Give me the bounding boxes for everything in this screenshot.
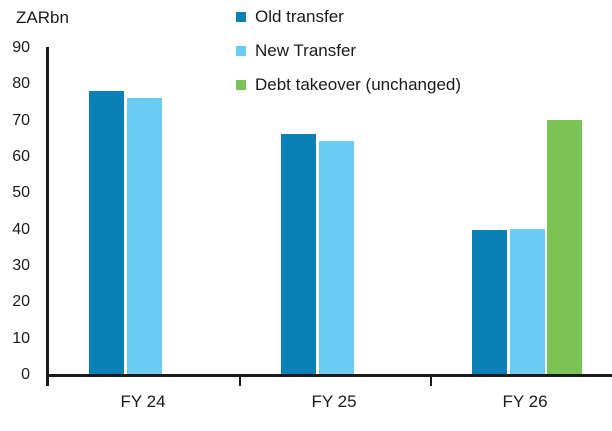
y-tick-label-20: 20 <box>12 293 30 311</box>
legend-swatch-old-transfer-icon <box>236 12 246 22</box>
y-tick-label-30: 30 <box>12 257 30 274</box>
legend-swatch-new-transfer-icon <box>236 46 246 56</box>
y-tick-label-0: 0 <box>21 366 30 383</box>
legend-label-old-transfer: Old transfer <box>255 7 344 26</box>
legend-swatch-debt-takeover-icon <box>236 80 246 90</box>
x-axis-line <box>46 374 612 377</box>
x-axis-tick <box>430 374 432 386</box>
y-tick-label-10: 10 <box>12 329 30 347</box>
legend-item-old-transfer: Old transfer <box>236 6 461 28</box>
bar-old-transfer-fy-24 <box>89 90 124 374</box>
y-tick-label-70: 70 <box>12 111 30 129</box>
y-tick-label-60: 60 <box>12 148 30 165</box>
y-tick-label-40: 40 <box>12 220 30 238</box>
bar-old-transfer-fy-25 <box>281 134 316 374</box>
x-axis-label-fy-26: FY 26 <box>502 392 548 411</box>
y-axis-unit-label: ZARbn <box>16 8 69 27</box>
legend-label-new-transfer: New Transfer <box>255 41 357 60</box>
y-tick-label-50: 50 <box>12 184 30 202</box>
y-tick-label-90: 90 <box>12 39 30 56</box>
chart-legend: Old transfer New Transfer Debt takeover … <box>236 6 461 108</box>
bar-debt-takeover-unchanged-fy-26 <box>547 119 582 374</box>
x-axis-label-fy-24: FY 24 <box>120 392 166 411</box>
bar-new-transfer-fy-25 <box>318 141 354 374</box>
legend-label-debt-takeover: Debt takeover (unchanged) <box>255 75 462 94</box>
bar-old-transfer-fy-26 <box>472 230 507 374</box>
legend-item-debt-takeover: Debt takeover (unchanged) <box>236 74 461 96</box>
x-axis-label-fy-25: FY 25 <box>311 392 357 411</box>
bar-new-transfer-fy-26 <box>509 228 545 374</box>
x-axis-tick <box>239 374 241 386</box>
y-tick-label-80: 80 <box>12 75 30 93</box>
bar-new-transfer-fy-24 <box>126 97 162 374</box>
legend-item-new-transfer: New Transfer <box>236 40 461 62</box>
y-axis-line <box>46 47 49 386</box>
